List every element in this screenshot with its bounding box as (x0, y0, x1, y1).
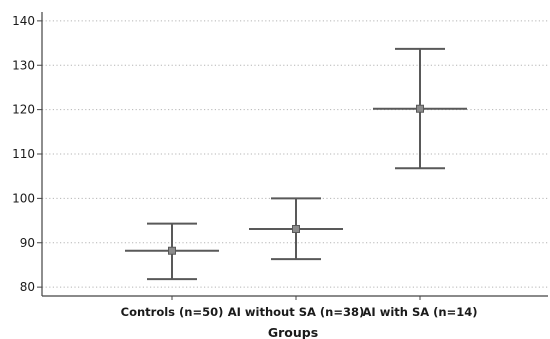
y-axis: 80 90 100 110 120 130 140 (12, 12, 43, 296)
x-axis-title: Groups (268, 325, 318, 339)
y-tick-label: 130 (12, 58, 35, 72)
x-tick-label: Controls (n=50) (121, 305, 224, 319)
error-bar-group (373, 47, 467, 170)
y-tick-label: 90 (20, 236, 35, 250)
error-bar-group (249, 197, 343, 261)
error-bar-group (125, 222, 219, 281)
y-tick-label: 80 (20, 280, 35, 294)
y-tick-label: 140 (12, 14, 35, 28)
y-tick-label: 120 (12, 103, 35, 117)
y-tick-label: 110 (12, 147, 35, 161)
x-tick-label: AI without SA (n=38) (228, 305, 365, 319)
y-tick-label: 100 (12, 191, 35, 205)
error-bar-marks (125, 47, 467, 281)
mean-marker (292, 224, 300, 233)
x-axis: Controls (n=50) AI without SA (n=38)AI wi… (42, 295, 548, 319)
mean-marker (168, 246, 176, 255)
mean-marker (416, 104, 424, 113)
x-tick-label: AI with SA (n=14) (363, 305, 478, 319)
